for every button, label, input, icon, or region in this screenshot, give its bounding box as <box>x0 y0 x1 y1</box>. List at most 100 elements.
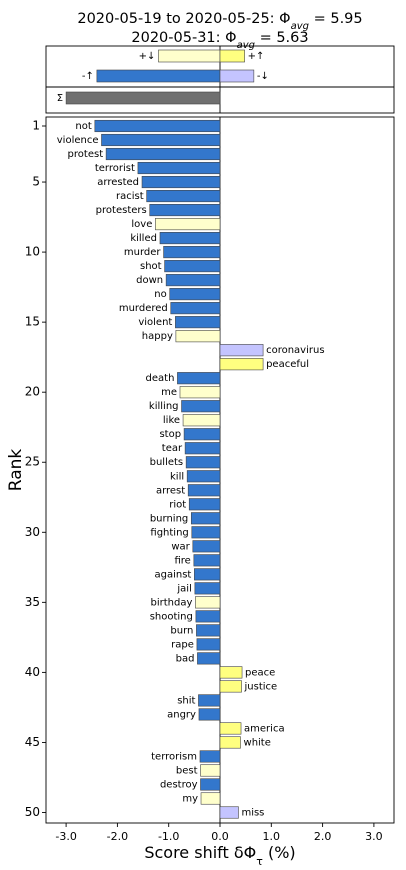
word-bar <box>219 722 242 735</box>
word-bar <box>192 540 221 553</box>
title-line-2-sub: avg <box>237 40 255 51</box>
x-tick-label: 2.0 <box>314 830 332 843</box>
word-label: murder <box>124 247 162 258</box>
summary-bar-minus-down <box>219 69 255 83</box>
word-label: burn <box>170 625 193 636</box>
y-tick-label: 10 <box>25 245 40 259</box>
word-bar <box>164 260 221 273</box>
x-tick-label: -1.0 <box>158 830 179 843</box>
word-bar <box>105 147 221 161</box>
word-label: murdered <box>119 303 168 314</box>
word-label: down <box>136 275 163 286</box>
summary-label: +↓ <box>139 51 156 62</box>
title-line-1-sub: avg <box>291 21 309 32</box>
word-bar <box>181 400 221 413</box>
word-label: burning <box>150 513 188 524</box>
word-label: like <box>163 415 180 426</box>
word-bar <box>184 442 221 455</box>
word-label: happy <box>142 331 173 342</box>
title-line-1-text: 2020-05-19 to 2020-05-25: Φ <box>77 11 290 27</box>
summary-label: -↓ <box>257 71 269 82</box>
word-label: birthday <box>150 597 192 608</box>
word-label: destroy <box>160 779 198 790</box>
word-bar <box>219 344 264 357</box>
word-bar <box>169 288 221 301</box>
word-bar <box>163 246 221 259</box>
summary-bar-minus-up <box>96 69 221 83</box>
y-axis-label: Rank <box>6 449 26 492</box>
x-axis-label-unit: (%) <box>263 843 296 862</box>
word-label: against <box>154 569 191 580</box>
word-bar <box>179 386 221 399</box>
word-label: arrested <box>97 177 139 188</box>
word-label: violence <box>57 135 99 146</box>
word-label: violent <box>138 317 172 328</box>
word-bar <box>155 218 221 231</box>
summary-label: -↑ <box>82 71 94 82</box>
word-label: protesters <box>96 205 147 216</box>
y-tick-label: 20 <box>25 385 40 399</box>
x-axis-ticks: -3.0 -2.0 -1.0 0.0 1.0 2.0 3.0 <box>55 823 383 843</box>
word-label: america <box>244 723 285 734</box>
word-label: miss <box>241 807 264 818</box>
word-label: stop <box>159 429 181 440</box>
word-label: fighting <box>150 527 188 538</box>
word-label: kill <box>170 471 184 482</box>
summary-bar-plus-down <box>158 49 221 63</box>
y-tick-label: 50 <box>25 805 40 819</box>
y-tick-label: 15 <box>25 315 40 329</box>
word-bar <box>177 372 221 385</box>
word-label: arrest <box>156 485 185 496</box>
word-bar <box>165 274 221 287</box>
word-label: terrorist <box>95 163 135 174</box>
word-bar <box>141 175 221 189</box>
y-tick-label: 30 <box>25 525 40 539</box>
word-bar <box>200 764 221 777</box>
word-label: peace <box>245 667 275 678</box>
word-bar <box>219 736 241 749</box>
word-bar <box>197 652 221 665</box>
word-bar <box>193 554 221 567</box>
word-bar <box>198 708 221 721</box>
summary-label: Σ <box>57 93 63 104</box>
word-bar <box>199 750 221 763</box>
summary-panel: +↓ +↑ -↑ -↓ Σ <box>45 45 395 114</box>
y-tick-label: 35 <box>25 595 40 609</box>
word-label: justice <box>244 681 278 692</box>
word-bar <box>187 484 221 497</box>
word-bar <box>191 526 221 539</box>
word-bar <box>186 470 221 483</box>
word-label: killed <box>130 233 157 244</box>
word-bar <box>198 694 221 707</box>
word-bar <box>149 204 221 217</box>
word-bar <box>194 568 221 581</box>
title-line-2-value: = 5.63 <box>255 30 309 46</box>
word-label: shit <box>177 695 195 706</box>
x-tick-label: 1.0 <box>263 830 281 843</box>
y-tick-label: 5 <box>32 175 40 189</box>
word-bar <box>175 330 221 343</box>
word-label: best <box>176 765 198 776</box>
word-label: bullets <box>150 457 184 468</box>
word-bar <box>194 582 221 595</box>
word-label: rape <box>171 639 194 650</box>
word-label: bad <box>176 653 195 664</box>
word-label: killing <box>149 401 179 412</box>
word-bar <box>196 638 221 651</box>
word-label: protest <box>68 149 104 160</box>
word-label: fire <box>174 555 190 566</box>
word-bar <box>219 680 242 693</box>
word-bar <box>195 596 221 609</box>
y-tick-label: 1 <box>32 119 40 133</box>
word-label: me <box>161 387 177 398</box>
word-bar <box>219 666 243 679</box>
word-bars: not violence protest terrorist arrested racis… <box>57 119 325 819</box>
word-label: my <box>182 793 198 804</box>
word-bar <box>137 161 221 175</box>
y-tick-label: 45 <box>25 735 40 749</box>
word-label: love <box>131 219 152 230</box>
x-tick-label: -3.0 <box>55 830 76 843</box>
y-tick-label: 25 <box>25 455 40 469</box>
main-panel: not violence protest terrorist arrested racis… <box>25 116 395 843</box>
